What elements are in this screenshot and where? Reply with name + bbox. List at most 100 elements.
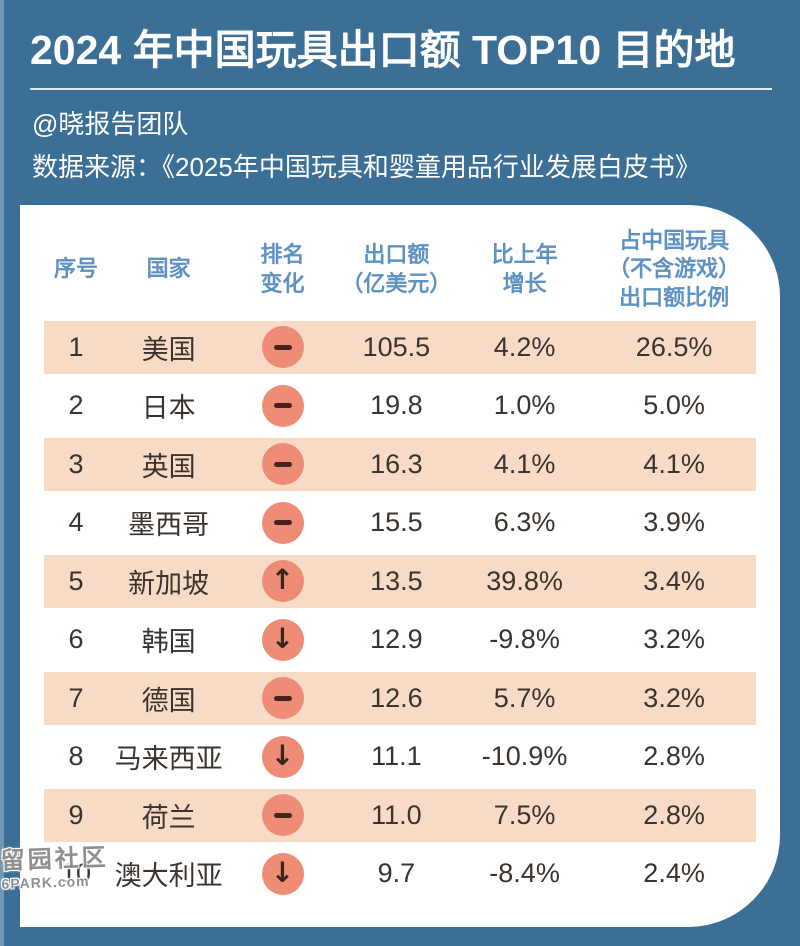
rank-cell: 1	[68, 331, 84, 362]
growth-cell: 7.5%	[493, 799, 556, 830]
export-value-cell: 9.7	[377, 858, 416, 889]
share-cell: 3.9%	[643, 507, 705, 538]
table-row: 2 日本 19.8 1.0% 5.0%	[44, 377, 756, 436]
rank-change-badge	[261, 326, 304, 369]
rank-change-cell	[229, 794, 336, 837]
minus-icon	[273, 461, 292, 467]
growth-cell: 1.0%	[493, 390, 556, 421]
up-arrow-icon: ↑	[270, 563, 295, 597]
export-value-cell: 15.5	[370, 507, 423, 538]
growth-cell: -9.8%	[489, 624, 560, 655]
column-header-share: 占中国玩具 （不含游戏） 出口额比例	[608, 228, 741, 310]
table-row: 1 美国 105.5 4.2% 26.5%	[44, 318, 756, 377]
country-cell: 德国	[141, 685, 196, 716]
export-value-cell: 19.8	[370, 390, 423, 421]
country-cell: 韩国	[141, 627, 196, 658]
minus-icon	[273, 695, 292, 701]
export-value-cell: 12.9	[370, 624, 423, 655]
rank-change-badge	[261, 677, 304, 720]
country-cell: 日本	[141, 393, 196, 424]
share-cell: 26.5%	[635, 331, 713, 362]
table-rows: 1 美国 105.5 4.2% 26.5% 2 日本 19.8 1.0% 5.0…	[44, 318, 756, 903]
country-cell: 新加坡	[128, 568, 210, 599]
share-cell: 3.2%	[643, 682, 705, 713]
watermark-text: 留园社区	[0, 844, 110, 875]
table-row: 6 韩国 ↓ 12.9 -9.8% 3.2%	[44, 611, 756, 670]
rank-change-cell	[229, 501, 336, 544]
country-cell: 荷兰	[141, 802, 196, 833]
export-value-cell: 105.5	[362, 331, 431, 362]
minus-icon	[273, 812, 292, 818]
country-cell: 澳大利亚	[114, 861, 223, 892]
column-header-export-value: 出口额 （亿美元）	[341, 242, 452, 296]
growth-cell: -10.9%	[481, 741, 568, 772]
column-header-country: 国家	[146, 256, 191, 282]
byline: @晓报告团队	[32, 109, 189, 139]
down-arrow-icon: ↓	[270, 738, 295, 772]
minus-icon	[273, 344, 292, 350]
table-row: 7 德国 12.6 5.7% 3.2%	[44, 669, 756, 728]
growth-cell: 39.8%	[486, 565, 563, 596]
rank-cell: 10	[61, 858, 92, 889]
minus-icon	[273, 520, 292, 526]
rank-cell: 3	[68, 448, 84, 479]
column-header-rank: 序号	[54, 256, 99, 282]
down-arrow-icon: ↓	[270, 855, 295, 889]
rank-change-badge	[261, 501, 304, 544]
share-cell: 4.1%	[643, 448, 705, 479]
table-row: 5 新加坡 ↑ 13.5 39.8% 3.4%	[44, 552, 756, 611]
rank-change-cell	[229, 443, 336, 486]
growth-cell: 4.2%	[493, 331, 556, 362]
country-cell: 马来西亚	[114, 744, 223, 775]
export-value-cell: 12.6	[370, 682, 423, 713]
country-cell: 英国	[141, 451, 196, 482]
page-title: 2024 年中国玩具出口额 TOP10 目的地	[30, 27, 736, 73]
share-cell: 3.4%	[643, 565, 705, 596]
rank-cell: 2	[68, 390, 84, 421]
table-row: 8 马来西亚 ↓ 11.1 -10.9% 2.8%	[44, 728, 756, 787]
rank-change-cell: ↓	[229, 735, 336, 778]
export-value-cell: 16.3	[370, 448, 423, 479]
table-card: 序号 国家 排名 变化 出口额 （亿美元） 比上年 增长 占中国玩具 （不含游戏…	[20, 205, 780, 927]
share-cell: 3.2%	[643, 624, 705, 655]
rank-cell: 9	[68, 799, 84, 830]
rank-change-badge: ↑	[261, 560, 304, 603]
rank-cell: 8	[68, 741, 84, 772]
column-header-rank-change: 排名 变化	[260, 242, 305, 296]
rank-change-cell	[229, 326, 336, 369]
data-source-line: 数据来源：《2025年中国玩具和婴童用品行业发展白皮书》	[32, 152, 701, 182]
table-row: 4 墨西哥 15.5 6.3% 3.9%	[44, 494, 756, 553]
export-value-cell: 13.5	[370, 565, 423, 596]
rank-change-badge: ↓	[261, 852, 304, 895]
growth-cell: -8.4%	[489, 858, 560, 889]
share-cell: 2.8%	[643, 799, 705, 830]
minus-icon	[273, 403, 292, 409]
rank-cell: 6	[68, 624, 84, 655]
export-value-cell: 11.1	[371, 741, 422, 772]
table-row: 9 荷兰 11.0 7.5% 2.8%	[44, 786, 756, 845]
share-cell: 2.4%	[643, 858, 705, 889]
rank-cell: 5	[68, 565, 84, 596]
share-cell: 5.0%	[643, 390, 705, 421]
share-cell: 2.8%	[643, 741, 705, 772]
rank-change-cell: ↓	[229, 618, 336, 661]
title-divider	[30, 88, 772, 90]
down-arrow-icon: ↓	[270, 621, 295, 655]
growth-cell: 4.1%	[493, 448, 556, 479]
rank-change-cell	[229, 384, 336, 427]
rank-cell: 4	[68, 507, 84, 538]
rank-change-badge: ↓	[261, 618, 304, 661]
table-header-row: 序号 国家 排名 变化 出口额 （亿美元） 比上年 增长 占中国玩具 （不含游戏…	[20, 205, 780, 318]
growth-cell: 5.7%	[493, 682, 556, 713]
rank-change-cell	[229, 677, 336, 720]
rank-change-cell: ↓	[229, 852, 336, 895]
growth-cell: 6.3%	[493, 507, 556, 538]
export-value-cell: 11.0	[371, 799, 422, 830]
rank-change-cell: ↑	[229, 560, 336, 603]
watermark: 留园社区 6PARK.com	[0, 844, 110, 892]
rank-change-badge	[261, 384, 304, 427]
table-row: 10 澳大利亚 ↓ 9.7 -8.4% 2.4%	[44, 845, 756, 904]
rank-change-badge	[261, 794, 304, 837]
column-header-yoy-growth: 比上年 增长	[491, 242, 558, 296]
